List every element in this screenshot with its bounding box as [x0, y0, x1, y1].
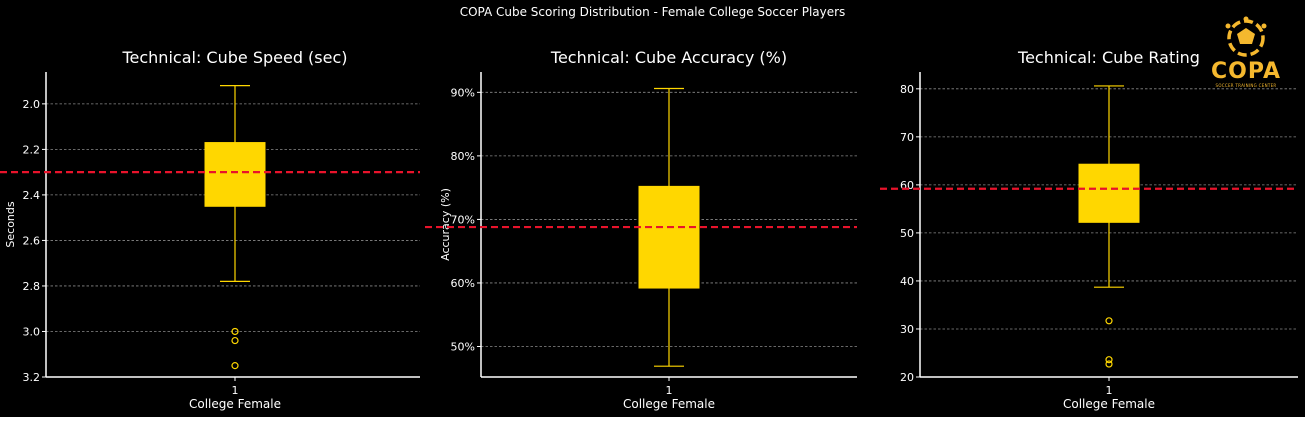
logo-tagline: SOCCER TRAINING CENTER: [1215, 83, 1277, 88]
figure-title: COPA Cube Scoring Distribution - Female …: [459, 5, 846, 19]
x-tick-label: 1: [1106, 384, 1113, 397]
x-axis-label: College Female: [623, 397, 715, 411]
y-axis-label: Seconds: [4, 201, 17, 247]
y-tick-label: 70: [900, 131, 914, 144]
y-tick-label: 2.6: [23, 234, 41, 247]
x-axis-label: College Female: [189, 397, 281, 411]
panel-title: Technical: Cube Speed (sec): [121, 48, 347, 67]
copa-logo: COPA SOCCER TRAINING CENTER: [1206, 16, 1286, 88]
y-tick-label: 50%: [451, 341, 475, 354]
y-tick-label: 80: [900, 83, 914, 96]
y-tick-label: 30: [900, 323, 914, 336]
y-tick-label: 70%: [451, 213, 475, 226]
outlier-point: [1105, 317, 1113, 325]
y-tick-label: 2.4: [23, 189, 41, 202]
y-tick-label: 40: [900, 275, 914, 288]
soccer-ball-icon: [1225, 16, 1267, 57]
iqr-box: [204, 142, 266, 207]
y-tick-label: 50: [900, 227, 914, 240]
outlier-point: [1105, 356, 1113, 364]
y-tick-label: 60%: [451, 277, 475, 290]
x-tick-label: 1: [232, 384, 239, 397]
panel-title: Technical: Cube Rating: [1017, 48, 1200, 67]
outlier-point: [231, 327, 239, 336]
x-axis-label: College Female: [1063, 397, 1155, 411]
iqr-box: [1078, 163, 1140, 223]
outlier-point: [231, 336, 239, 345]
y-tick-label: 80%: [451, 150, 475, 163]
x-tick-label: 1: [666, 384, 673, 397]
y-tick-label: 20: [900, 371, 914, 384]
y-axis-label: Accuracy (%): [439, 188, 452, 261]
y-tick-label: 2.2: [23, 143, 41, 156]
y-tick-label: 60: [900, 179, 914, 192]
y-tick-label: 3.2: [23, 371, 41, 384]
panel-title: Technical: Cube Accuracy (%): [550, 48, 787, 67]
y-tick-label: 90%: [451, 86, 475, 99]
outlier-point: [231, 362, 239, 370]
outlier-point: [1105, 360, 1113, 368]
y-tick-label: 2.8: [23, 280, 41, 293]
y-tick-label: 2.0: [23, 98, 41, 111]
logo-wordmark: COPA: [1211, 59, 1281, 84]
iqr-box: [638, 185, 700, 289]
y-tick-label: 3.0: [23, 325, 41, 338]
